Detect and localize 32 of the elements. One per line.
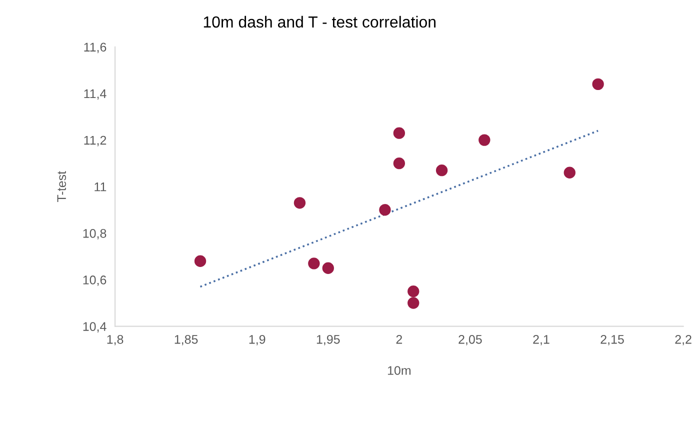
y-tick-label: 11,6: [84, 42, 106, 54]
x-tick-label: 1,9: [249, 334, 266, 346]
x-tick-label: 2,2: [675, 334, 692, 346]
point: [393, 157, 406, 170]
point: [408, 297, 420, 309]
y-tick-label: 10,4: [83, 322, 106, 332]
point: [194, 255, 206, 267]
y-tick-label: 10,6: [83, 276, 106, 286]
x-tick-label: 1,85: [174, 334, 198, 346]
x-tick-label: 2,05: [458, 334, 482, 346]
point: [294, 197, 306, 209]
point: [592, 78, 604, 90]
point: [436, 164, 448, 176]
y-tick-label: 10,8: [83, 228, 106, 240]
x-tick-label: 1,95: [316, 334, 340, 346]
x-tick-label: 1,8: [107, 334, 124, 346]
x-tick-label: 2,1: [533, 334, 550, 346]
y-tick-label: 11,2: [84, 136, 106, 146]
y-axis-title: T-test: [57, 171, 66, 202]
point: [408, 286, 420, 298]
y-tick-label: 11,4: [84, 89, 106, 100]
x-tick-label: 2,15: [600, 334, 624, 346]
point: [322, 262, 334, 274]
y-tick-label: 11: [94, 182, 106, 192]
chart-title: 10m dash and T - test correlation: [204, 16, 436, 28]
point: [379, 204, 391, 216]
point: [564, 166, 576, 178]
point: [393, 127, 406, 139]
point: [308, 258, 320, 270]
point: [478, 134, 490, 146]
x-tick-label: 2: [396, 334, 402, 344]
x-axis-title: 10m: [388, 366, 411, 375]
